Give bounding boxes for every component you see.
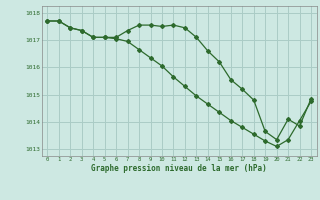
X-axis label: Graphe pression niveau de la mer (hPa): Graphe pression niveau de la mer (hPa) xyxy=(91,164,267,173)
